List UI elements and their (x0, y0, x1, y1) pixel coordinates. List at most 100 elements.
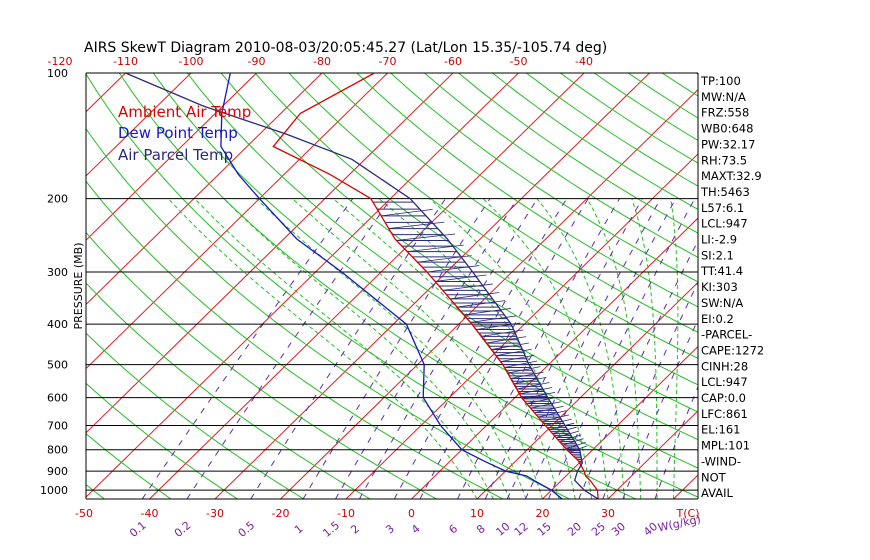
mixing-ratio-line (141, 198, 354, 499)
stability-index-entry: -PARCEL- (701, 328, 752, 342)
cape-hatch-diagonal (417, 255, 472, 263)
top-temp-tick-label: -100 (179, 55, 204, 68)
isobar-lines (86, 72, 698, 491)
pressure-tick-label: 300 (47, 266, 68, 279)
cape-hatch-diagonal (450, 292, 500, 300)
legend-entry: Ambient Air Temp (118, 103, 251, 121)
mixing-ratio-label: 0.2 (172, 519, 194, 540)
dry-adiabat-line (424, 73, 698, 258)
isotherm-line (86, 73, 192, 177)
mixing-ratio-line (578, 239, 698, 499)
cape-hatch-diagonal (526, 396, 559, 404)
isotherm-line (86, 73, 454, 434)
cape-hatch-diagonal (538, 410, 567, 418)
dry-adiabat-line (220, 73, 698, 413)
dry-adiabat-line (492, 73, 698, 210)
mixing-ratio-label: 1 (292, 522, 306, 536)
isotherm-line (86, 73, 323, 306)
pressure-tick-label: 1000 (40, 484, 68, 497)
cape-hatch-diagonal (559, 434, 582, 442)
mixing-ratio-line (302, 198, 491, 499)
cape-hatch-diagonal (519, 387, 553, 395)
cape-hatch-diagonal (407, 244, 464, 252)
stability-index-entry: NOT (701, 470, 727, 484)
moist-adiabat-line (631, 198, 658, 499)
mixing-ratio-line (393, 198, 568, 499)
mixing-ratio-line (548, 198, 696, 499)
stability-index-entry: MPL:101 (701, 439, 750, 453)
bottom-temp-unit: T(C) (676, 507, 700, 520)
pressure-tick-label: 100 (47, 67, 68, 80)
mixing-ratio-line (602, 281, 698, 499)
dry-adiabat-line (118, 73, 698, 498)
mixing-ratio-label: 2 (348, 522, 362, 536)
top-temp-tick-label: -120 (48, 55, 73, 68)
pressure-tick-label: 900 (47, 465, 68, 478)
chart-title: AIRS SkewT Diagram 2010-08-03/20:05:45.2… (84, 40, 607, 56)
pressure-tick-label: 400 (47, 318, 68, 331)
dewpoint-line (220, 73, 563, 499)
isotherm-line (149, 73, 585, 499)
cape-hatch-diagonal (545, 418, 572, 426)
mixing-ratio-label: 1.5 (320, 519, 342, 540)
stability-index-entry: MAXT:32.9 (701, 169, 762, 183)
cape-hatch-diagonal (513, 376, 547, 385)
cape-hatch-diagonal (565, 441, 586, 450)
stability-index-entry: CAP:0.0 (701, 391, 746, 405)
bottom-temp-tick-label: -30 (206, 507, 224, 520)
dry-adiabat-line (86, 382, 238, 499)
moist-adiabat-line (378, 198, 576, 499)
stability-index-entry: FRZ:558 (701, 106, 749, 120)
mixing-ratio-label: 6 (446, 522, 460, 536)
dry-adiabat-line (254, 73, 698, 386)
stability-index-entry: L57:6.1 (701, 201, 744, 215)
ambient-temp-line (272, 73, 599, 499)
dry-adiabat-line (186, 73, 698, 441)
stability-index-entry: LI:-2.9 (701, 233, 737, 247)
cape-hatch-diagonal (491, 342, 529, 350)
isotherm-line (280, 88, 698, 499)
top-temp-tick-label: -60 (444, 55, 462, 68)
mixing-ratio-line (525, 198, 677, 499)
bottom-temp-tick-label: 20 (536, 507, 550, 520)
dry-adiabat-line (86, 432, 172, 499)
bottom-temp-tick-label: -50 (75, 507, 93, 520)
cape-hatch-diagonal (434, 274, 487, 282)
bottom-temp-tick-label: 30 (601, 507, 615, 520)
cape-hatch-diagonal (552, 426, 577, 435)
parcel-temp-line (125, 73, 599, 499)
dry-adiabat-line (356, 73, 698, 308)
dry-adiabat-line (322, 73, 698, 333)
cape-hatch-diagonal (548, 422, 575, 431)
y-axis-label: PRESSURE (MB) (72, 243, 85, 330)
cape-hatch-diagonal (510, 371, 544, 379)
dry-adiabat-line (458, 73, 698, 234)
dry-adiabat-line (390, 73, 698, 283)
mixing-ratio-label: 10 (493, 520, 512, 539)
mixing-ratio-label: 0.5 (236, 519, 258, 540)
moist-adiabat-line (429, 198, 593, 499)
cape-hatch-diagonal (562, 438, 584, 446)
isotherm-line (607, 410, 698, 499)
cape-hatch-diagonal (569, 445, 587, 453)
top-temp-tick-label: -50 (510, 55, 528, 68)
stability-index-entry: TT:41.4 (700, 264, 743, 278)
moist-adiabat-line (670, 198, 679, 499)
dry-adiabat-line (86, 73, 637, 499)
mixing-ratio-label: 20 (565, 520, 584, 539)
isotherm-line (86, 73, 519, 498)
cape-hatch-diagonal (495, 348, 532, 357)
pressure-tick-label: 700 (47, 420, 68, 433)
top-temp-tick-label: -80 (313, 55, 331, 68)
bottom-temp-tick-label: -40 (141, 507, 159, 520)
cape-hatch-diagonal (470, 315, 517, 323)
stability-index-entry: CINH:28 (701, 359, 748, 373)
pressure-tick-label: 500 (47, 359, 68, 372)
dry-adiabat-line (764, 73, 870, 499)
cape-hatch-diagonal (486, 336, 527, 344)
mixing-ratio-label: 30 (609, 520, 628, 539)
stability-index-entry: LCL:947 (701, 217, 748, 231)
mixing-ratio-unit: W(g/kg) (657, 513, 702, 535)
